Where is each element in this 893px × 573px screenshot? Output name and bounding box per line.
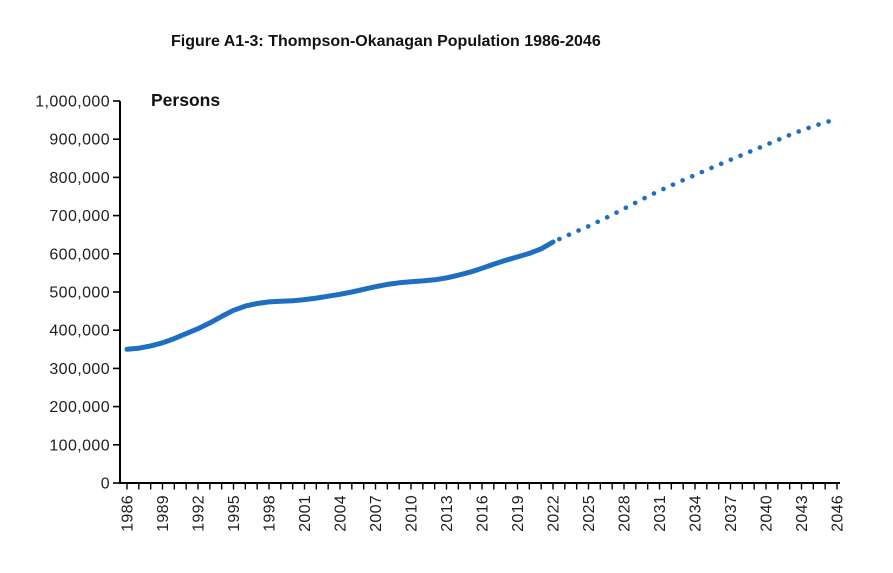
y-axis-tick-label: 500,000 bbox=[49, 285, 110, 302]
y-axis-tick-label: 200,000 bbox=[49, 399, 110, 416]
x-axis-tick-label: 1986 bbox=[120, 495, 137, 532]
x-axis-tick-label: 2004 bbox=[333, 495, 350, 532]
y-axis-tick-label: 900,000 bbox=[49, 132, 110, 149]
y-axis-tick-label: 300,000 bbox=[49, 361, 110, 378]
chart-title: Figure A1-3: Thompson-Okanagan Populatio… bbox=[171, 33, 601, 50]
x-axis-tick-label: 2034 bbox=[688, 495, 705, 532]
y-axis-tick-label: 700,000 bbox=[49, 208, 110, 225]
x-axis-tick-label: 2040 bbox=[759, 495, 776, 532]
x-axis-tick-label: 1998 bbox=[262, 495, 279, 532]
x-axis-tick-label: 1992 bbox=[191, 495, 208, 532]
x-axis-tick-label: 2031 bbox=[652, 495, 669, 532]
x-axis-tick-label: 2001 bbox=[297, 495, 314, 532]
y-axis-tick-label: 600,000 bbox=[49, 246, 110, 263]
x-axis-tick-label: 1995 bbox=[226, 495, 243, 532]
x-axis-tick-label: 2010 bbox=[404, 495, 421, 532]
historical-series-line bbox=[124, 239, 556, 352]
y-axis-tick-label: 0 bbox=[101, 476, 110, 493]
projected-series-line bbox=[550, 116, 840, 245]
x-axis-tick-label: 2019 bbox=[510, 495, 527, 532]
x-axis-tick-label: 2028 bbox=[617, 495, 634, 532]
y-axis-tick-label: 800,000 bbox=[49, 170, 110, 187]
x-axis-tick-label: 1989 bbox=[155, 495, 172, 532]
x-axis-tick-label: 2013 bbox=[439, 495, 456, 532]
y-axis-tick-label: 1,000,000 bbox=[35, 94, 110, 111]
y-axis-unit-label: Persons bbox=[151, 90, 221, 110]
x-axis-tick-label: 2022 bbox=[546, 495, 563, 532]
x-axis-tick-label: 2043 bbox=[794, 495, 811, 532]
x-axis-tick-label: 2046 bbox=[830, 495, 847, 532]
x-axis-tick-label: 2037 bbox=[723, 495, 740, 532]
x-axis-tick-label: 2025 bbox=[581, 495, 598, 532]
y-axis-tick-label: 100,000 bbox=[49, 437, 110, 454]
x-axis-tick-label: 2007 bbox=[368, 495, 385, 532]
y-axis-tick-label: 400,000 bbox=[49, 323, 110, 340]
x-axis-tick-label: 2016 bbox=[475, 495, 492, 532]
